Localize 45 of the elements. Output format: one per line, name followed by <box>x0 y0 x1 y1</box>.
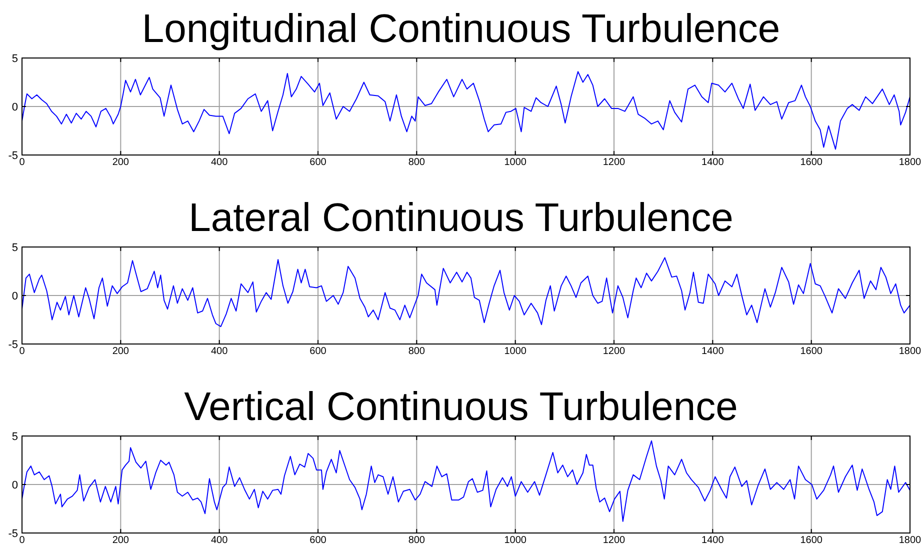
line-series <box>22 440 910 522</box>
x-tick-label: 1200 <box>602 535 626 546</box>
line-series <box>22 257 910 328</box>
x-tick-label: 1600 <box>800 157 823 168</box>
x-tick-label: 0 <box>19 346 26 357</box>
x-tick-label: 800 <box>408 535 426 546</box>
y-tick-label: 0 <box>12 480 18 492</box>
x-tick-label: 1800 <box>898 157 922 168</box>
x-tick-label: 600 <box>310 346 327 357</box>
x-tick-label: 1600 <box>800 535 823 546</box>
y-tick-label: 0 <box>12 290 18 302</box>
x-tick-label: 200 <box>112 346 130 357</box>
x-tick-label: 200 <box>112 157 130 168</box>
x-tick-label: 1400 <box>702 535 724 546</box>
line-series <box>22 71 910 150</box>
x-tick-label: 200 <box>112 535 130 546</box>
y-tick-label: 5 <box>12 242 18 254</box>
y-tick-label: 5 <box>12 431 18 443</box>
y-tick-label: -5 <box>8 150 18 162</box>
x-tick-label: 1000 <box>504 535 527 546</box>
chart-title: Lateral Continuous Turbulence <box>188 196 734 240</box>
x-tick-label: 800 <box>408 346 426 357</box>
x-tick-label: 0 <box>19 535 26 546</box>
chart-title: Longitudinal Continuous Turbulence <box>142 7 780 51</box>
x-tick-label: 0 <box>19 157 26 168</box>
x-tick-label: 1200 <box>602 157 626 168</box>
x-tick-label: 1200 <box>602 346 626 357</box>
x-tick-label: 1800 <box>898 346 922 357</box>
x-tick-label: 1600 <box>800 346 823 357</box>
x-tick-label: 600 <box>310 535 327 546</box>
x-tick-label: 800 <box>408 157 426 168</box>
x-tick-label: 1400 <box>702 346 724 357</box>
y-tick-label: 5 <box>12 53 18 65</box>
x-tick-label: 400 <box>210 535 228 546</box>
y-tick-label: -5 <box>8 339 18 351</box>
x-tick-label: 1800 <box>898 535 922 546</box>
x-tick-label: 1400 <box>702 157 724 168</box>
y-tick-label: 0 <box>12 102 18 114</box>
x-tick-label: 400 <box>210 157 228 168</box>
x-tick-label: 600 <box>310 157 327 168</box>
chart-title: Vertical Continuous Turbulence <box>184 385 738 429</box>
x-tick-label: 400 <box>210 346 228 357</box>
y-tick-label: -5 <box>8 528 18 540</box>
x-tick-label: 1000 <box>504 157 527 168</box>
x-tick-label: 1000 <box>504 346 527 357</box>
